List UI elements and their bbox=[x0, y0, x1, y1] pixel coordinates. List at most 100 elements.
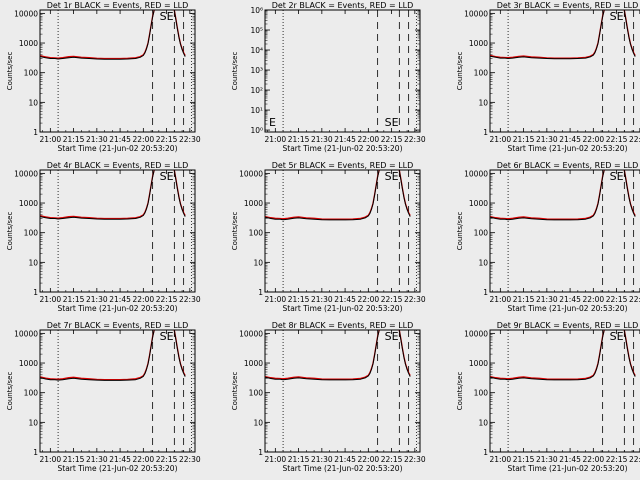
y-tick-label: 10000 bbox=[464, 329, 488, 338]
x-tick-label: 21:45 bbox=[559, 455, 581, 464]
x-tick-label: 21:00 bbox=[40, 295, 62, 304]
y-tick-label: 10 bbox=[478, 98, 488, 107]
se-marker: SE bbox=[160, 330, 174, 343]
x-tick-label: 21:45 bbox=[334, 295, 356, 304]
x-tick-label: 21:30 bbox=[536, 455, 558, 464]
x-tick-label: 21:15 bbox=[513, 135, 535, 144]
series-group bbox=[490, 170, 636, 221]
y-tick-label: 1000 bbox=[19, 359, 38, 368]
panel-title: Det 5r BLACK = Events, RED = LLD bbox=[272, 161, 414, 170]
x-tick-label: 22:00 bbox=[358, 135, 380, 144]
series-group bbox=[40, 170, 186, 220]
panel-title: Det 2r BLACK = Events, RED = LLD bbox=[272, 1, 414, 10]
x-tick-label: 22:30 bbox=[629, 455, 640, 464]
y-tick-label: 10⁴ bbox=[250, 46, 263, 55]
y-tick-label: 10³ bbox=[250, 66, 263, 75]
y-tick-label: 10 bbox=[253, 258, 263, 267]
x-tick-label: 21:45 bbox=[334, 135, 356, 144]
y-tick-label: 1000 bbox=[244, 199, 263, 208]
x-tick-label: 21:30 bbox=[311, 455, 333, 464]
events-series-line bbox=[40, 170, 186, 220]
x-tick-label: 21:30 bbox=[311, 295, 333, 304]
y-tick-label: 10 bbox=[28, 98, 38, 107]
series-group bbox=[490, 10, 636, 60]
series-group bbox=[40, 330, 186, 381]
series-group bbox=[40, 10, 186, 60]
x-tick-label: 22:15 bbox=[156, 295, 178, 304]
x-tick-label: 21:00 bbox=[490, 135, 512, 144]
x-tick-label: 21:15 bbox=[513, 455, 535, 464]
x-tick-label: 22:15 bbox=[606, 295, 628, 304]
detector-panel-2: Det 2r BLACK = Events, RED = LLD 21:00 21:… bbox=[231, 1, 426, 153]
y-tick-label: 1000 bbox=[469, 39, 488, 48]
events-series-line bbox=[490, 330, 636, 381]
se-marker: SE bbox=[160, 10, 174, 23]
plot-frame bbox=[489, 9, 640, 133]
y-tick-label: 10⁰ bbox=[250, 126, 263, 135]
y-tick-label: 1 bbox=[258, 288, 263, 297]
x-tick-label: 22:00 bbox=[358, 295, 380, 304]
y-axis-label: Counts/sec bbox=[231, 212, 239, 251]
empty-marker: E bbox=[269, 116, 276, 129]
x-axis-label: Start Time (21-Jun-02 20:53:20) bbox=[58, 144, 178, 153]
x-tick-label: 22:00 bbox=[583, 135, 605, 144]
y-tick-label: 1 bbox=[483, 128, 488, 137]
y-tick-label: 1000 bbox=[19, 39, 38, 48]
series-group bbox=[265, 170, 411, 221]
plot-frame bbox=[39, 9, 196, 133]
x-tick-label: 21:45 bbox=[334, 455, 356, 464]
se-marker: SE bbox=[610, 170, 624, 183]
x-tick-label: 22:15 bbox=[156, 455, 178, 464]
se-marker: SE bbox=[610, 10, 624, 23]
se-marker: SE bbox=[385, 330, 399, 343]
x-tick-label: 21:15 bbox=[63, 295, 85, 304]
x-tick-label: 22:30 bbox=[404, 455, 426, 464]
x-tick-label: 22:30 bbox=[404, 135, 426, 144]
x-tick-label: 21:15 bbox=[288, 295, 310, 304]
events-series-line bbox=[40, 10, 186, 60]
y-axis-label: Counts/sec bbox=[456, 52, 464, 91]
x-tick-label: 21:30 bbox=[86, 135, 108, 144]
plot-frame bbox=[264, 169, 421, 293]
x-tick-label: 21:00 bbox=[265, 135, 287, 144]
x-tick-label: 21:00 bbox=[265, 455, 287, 464]
y-tick-label: 1000 bbox=[469, 199, 488, 208]
y-tick-label: 100 bbox=[474, 69, 489, 78]
se-marker: SE bbox=[385, 116, 399, 129]
panel-title: Det 1r BLACK = Events, RED = LLD bbox=[47, 1, 189, 10]
y-tick-label: 1 bbox=[33, 128, 38, 137]
y-tick-label: 10² bbox=[250, 86, 263, 95]
x-axis-label: Start Time (21-Jun-02 20:53:20) bbox=[283, 304, 403, 313]
events-series-line bbox=[40, 330, 186, 381]
y-tick-label: 10000 bbox=[464, 169, 488, 178]
y-tick-label: 1 bbox=[483, 448, 488, 457]
y-tick-label: 10000 bbox=[239, 329, 263, 338]
x-tick-label: 21:45 bbox=[109, 135, 131, 144]
x-axis-label: Start Time (21-Jun-02 20:53:20) bbox=[508, 304, 628, 313]
x-tick-label: 21:00 bbox=[40, 455, 62, 464]
x-tick-label: 21:45 bbox=[109, 455, 131, 464]
y-axis-label: Counts/sec bbox=[456, 212, 464, 251]
x-tick-label: 22:00 bbox=[133, 455, 155, 464]
x-tick-label: 22:00 bbox=[583, 295, 605, 304]
x-tick-label: 21:00 bbox=[265, 295, 287, 304]
y-tick-label: 1 bbox=[33, 448, 38, 457]
panel-title: Det 6r BLACK = Events, RED = LLD bbox=[497, 161, 639, 170]
y-tick-label: 10¹ bbox=[250, 106, 263, 115]
y-tick-label: 10000 bbox=[14, 169, 38, 178]
x-tick-label: 22:15 bbox=[156, 135, 178, 144]
y-tick-label: 10 bbox=[253, 418, 263, 427]
y-axis-label: Counts/sec bbox=[231, 52, 239, 91]
panel-title: Det 3r BLACK = Events, RED = LLD bbox=[497, 1, 639, 10]
y-axis-label: Counts/sec bbox=[231, 372, 239, 411]
y-tick-label: 1000 bbox=[244, 359, 263, 368]
x-axis-label: Start Time (21-Jun-02 20:53:20) bbox=[283, 144, 403, 153]
se-marker: SE bbox=[610, 330, 624, 343]
x-tick-label: 21:30 bbox=[536, 135, 558, 144]
se-marker: SE bbox=[160, 170, 174, 183]
